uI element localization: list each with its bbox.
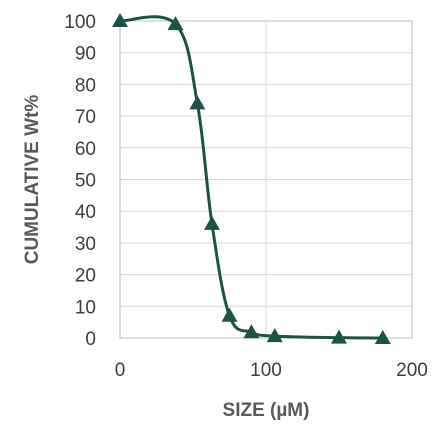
- data-point-marker: [189, 95, 206, 110]
- data-point-marker: [112, 13, 128, 27]
- y-tick-label: 40: [75, 202, 96, 223]
- data-point-marker: [374, 330, 391, 344]
- data-point-marker: [243, 324, 260, 339]
- data-point-marker: [167, 16, 184, 31]
- x-axis-title: SIZE (µM): [223, 400, 310, 421]
- y-tick-label: 90: [75, 44, 96, 65]
- y-tick-label: 60: [75, 139, 96, 160]
- x-tick-label: 0: [115, 360, 126, 381]
- plot-area: [119, 20, 413, 339]
- x-tick-label: 200: [396, 360, 428, 381]
- y-axis-title: CUMULATIVE Wt%: [22, 95, 43, 265]
- x-axis: 0 100 200: [115, 360, 428, 381]
- y-axis: 0 10 20 30 40 50 60 70 80 90 100: [64, 12, 96, 350]
- y-tick-label: 80: [75, 75, 96, 96]
- y-tick-label: 0: [85, 329, 96, 350]
- grid: [119, 20, 413, 339]
- y-tick-label: 70: [75, 107, 96, 128]
- x-tick-label: 100: [250, 360, 282, 381]
- data-point-marker: [331, 329, 347, 344]
- series-line: [119, 15, 383, 340]
- y-tick-label: 50: [75, 171, 96, 192]
- series-markers: [112, 13, 391, 344]
- y-tick-label: 20: [75, 266, 96, 287]
- y-tick-label: 30: [75, 234, 96, 255]
- data-point-marker: [266, 328, 283, 343]
- data-point-marker: [203, 215, 220, 230]
- y-tick-label: 10: [75, 297, 96, 318]
- y-tick-label: 100: [64, 12, 96, 33]
- data-point-marker: [221, 307, 238, 322]
